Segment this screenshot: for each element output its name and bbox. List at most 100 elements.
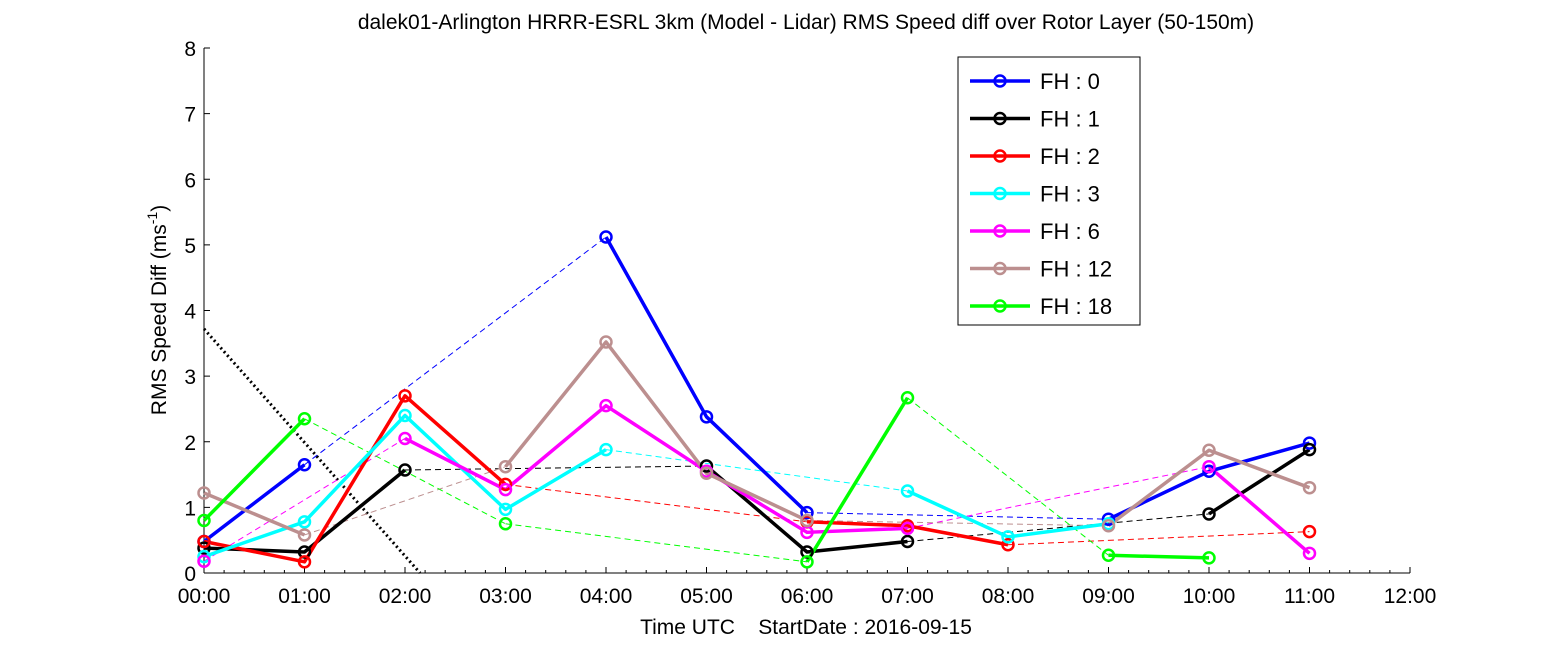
legend-marker	[993, 74, 1007, 88]
series-line	[202, 417, 306, 522]
data-point	[800, 513, 814, 528]
data-point	[498, 517, 513, 531]
y-tick-label: 2	[184, 432, 196, 455]
series-gap-connector	[505, 483, 808, 523]
x-tick-label: 03:00	[479, 585, 532, 608]
data-point	[599, 442, 613, 457]
x-tick-label: 01:00	[278, 585, 331, 608]
data-point	[197, 534, 211, 549]
series-line	[203, 394, 507, 564]
series-line	[202, 463, 306, 543]
series-gap-connector	[1007, 531, 1310, 546]
x-tick-label: 08:00	[982, 585, 1035, 608]
data-point	[1302, 436, 1317, 450]
y-tick-label: 4	[184, 301, 196, 324]
data-point	[900, 484, 915, 498]
data-point	[800, 555, 814, 569]
data-point	[1202, 464, 1216, 479]
data-point	[1101, 519, 1116, 533]
y-axis-label-close: )	[148, 205, 171, 212]
data-point	[297, 412, 312, 426]
data-point	[297, 457, 312, 472]
series-line	[906, 489, 1109, 539]
data-point	[599, 230, 613, 244]
y-tick-label: 3	[184, 366, 196, 389]
data-point	[900, 534, 915, 549]
series-line	[203, 491, 306, 537]
series-line	[705, 464, 908, 554]
plot-frame	[204, 48, 1410, 573]
legend-box	[957, 56, 1141, 326]
data-point	[297, 515, 312, 529]
legend-marker	[993, 299, 1007, 313]
y-axis-label-main: RMS Speed Diff (ms	[148, 224, 171, 415]
series-line	[1207, 465, 1311, 555]
y-tick-label: 7	[184, 104, 196, 127]
data-point	[398, 408, 412, 423]
series-line	[1108, 553, 1210, 560]
x-tick-label: 07:00	[881, 585, 934, 608]
series-line-layer	[202, 236, 1311, 564]
y-tick-label: 1	[184, 497, 196, 520]
data-point	[398, 431, 412, 446]
legend-label: FH : 18	[1040, 294, 1112, 319]
y-ticks: 0 1 2 3 4 5 6 7 8	[184, 38, 210, 586]
series-gap-connector	[605, 449, 908, 492]
data-point	[1302, 546, 1317, 561]
y-tick-label: 8	[184, 38, 196, 61]
x-tick-label: 04:00	[580, 585, 633, 608]
data-point	[498, 477, 513, 492]
data-point	[900, 521, 915, 536]
data-point	[1001, 530, 1015, 544]
data-point	[699, 459, 714, 473]
y-axis-label-superscript: -1	[144, 212, 160, 225]
x-tick-label: 06:00	[781, 585, 834, 608]
data-point	[498, 459, 513, 474]
data-point	[197, 513, 211, 528]
data-point	[1202, 551, 1216, 565]
legend-label: FH : 1	[1040, 107, 1100, 132]
reference-dotted-line	[202, 327, 422, 574]
data-point	[900, 391, 915, 405]
data-point	[1202, 459, 1216, 474]
data-point	[197, 486, 211, 500]
data-point	[498, 482, 513, 497]
legend-marker	[993, 111, 1007, 126]
legend-marker	[993, 224, 1007, 238]
series-line	[504, 340, 808, 523]
series-line	[1107, 448, 1311, 528]
y-tick-label: 6	[184, 169, 196, 192]
data-point	[197, 554, 211, 568]
y-tick-label: 0	[184, 563, 196, 586]
data-point	[1101, 512, 1116, 526]
x-tick-label: 00:00	[178, 585, 231, 608]
legend-label: FH : 6	[1040, 219, 1100, 244]
data-point	[1101, 548, 1116, 563]
data-point	[699, 410, 714, 424]
series-gap-connector	[806, 520, 1109, 527]
data-point	[498, 502, 513, 517]
x-tick-label: 12:00	[1384, 585, 1437, 608]
x-tick-label: 02:00	[379, 585, 432, 608]
data-point	[599, 335, 613, 349]
data-point	[1302, 442, 1317, 457]
series-gap-connector	[404, 465, 707, 471]
legend-marker	[993, 186, 1007, 201]
chart-title: dalek01-Arlington HRRR-ESRL 3km (Model -…	[358, 11, 1254, 34]
legend-items: FH : 0 FH : 1 FH : 2 FH : 3 FH : 6 FH : 12 FH …	[970, 69, 1112, 319]
legend: FH : 0 FH : 1 FH : 2 FH : 3 FH : 6 FH : 12 FH …	[957, 56, 1141, 326]
reference-line-layer	[202, 327, 422, 574]
legend-label: FH : 0	[1040, 69, 1100, 94]
series-gap-connector	[907, 466, 1210, 529]
x-tick-label: 09:00	[1082, 585, 1135, 608]
data-point	[398, 389, 412, 403]
series-line	[806, 520, 1009, 547]
data-point	[800, 505, 814, 520]
y-axis-label: RMS Speed Diff (ms-1)	[144, 205, 171, 415]
data-point	[197, 541, 211, 555]
legend-marker	[993, 149, 1007, 163]
data-point	[1001, 538, 1015, 552]
data-point	[1202, 443, 1216, 458]
data-point	[297, 555, 312, 569]
